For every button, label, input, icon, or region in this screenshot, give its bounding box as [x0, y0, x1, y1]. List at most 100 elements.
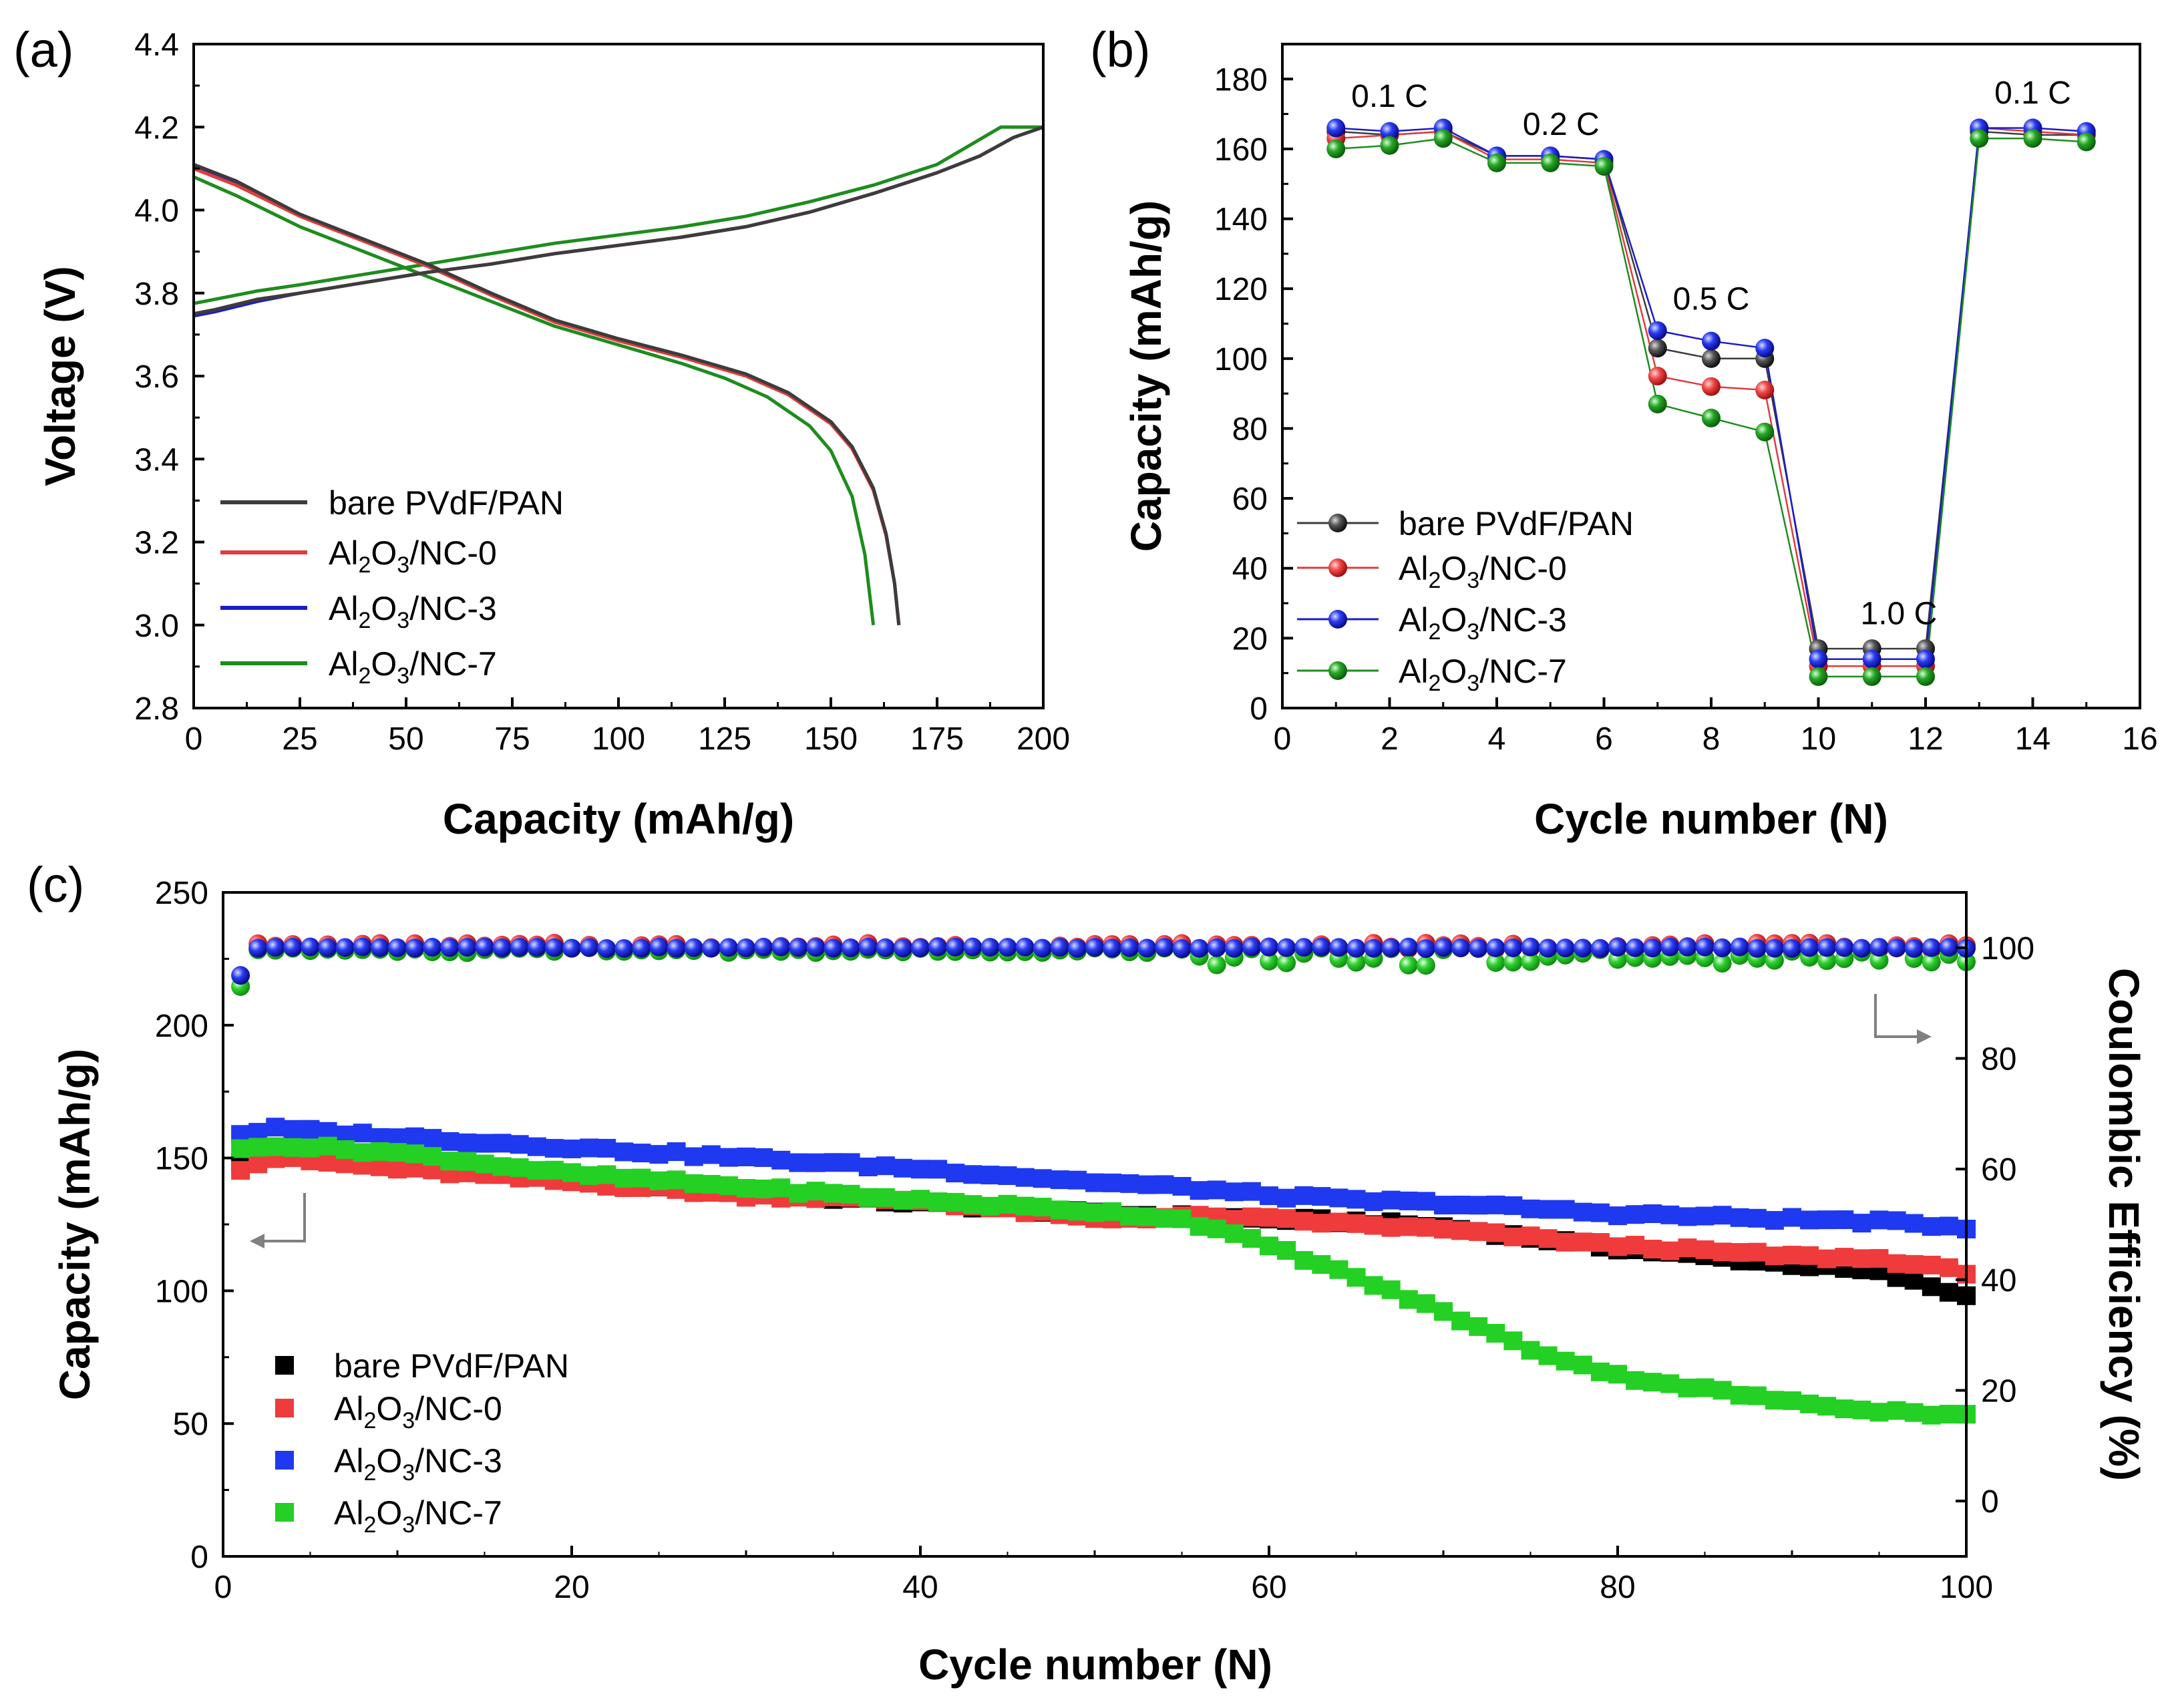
series-al2o3-nc-7-point [911, 1190, 930, 1209]
series-al2o3-nc-3-point [1916, 649, 1935, 669]
panel-c-frame [222, 891, 1968, 1558]
series-al2o3-nc-7-point [2023, 129, 2042, 148]
series-al2o3-nc-0-point [1277, 1209, 1296, 1228]
series-al2o3-nc-3-point [1904, 1214, 1924, 1233]
legend-label-nc3-c: Al2O3/NC-3 [334, 1442, 502, 1486]
efficiency-al2o3-nc-3-point [1783, 938, 1801, 958]
legend-label-nc7-c: Al2O3/NC-7 [334, 1494, 502, 1538]
series-al2o3-nc-7-point [1120, 1206, 1139, 1226]
series-al2o3-nc-7-point [1809, 667, 1828, 686]
efficiency-al2o3-nc-3-point [440, 938, 460, 957]
series-al2o3-nc-7-point [789, 1184, 808, 1203]
efficiency-al2o3-nc-3-point [876, 938, 895, 957]
series-al2o3-nc-3-point [632, 1144, 651, 1163]
panel-c-y2tick-label: 0 [1981, 1484, 1999, 1520]
efficiency-al2o3-nc-3-point [1626, 938, 1645, 957]
series-al2o3-nc-3-point [1207, 1180, 1226, 1200]
series-al2o3-nc-7-point [1312, 1255, 1331, 1274]
panel-a: (a) 0 25 50 75 100 125 150 175 200 2.8 3.0 3.2 3.4 3.… [13, 22, 1070, 843]
right-axis-arrowhead [1917, 1029, 1932, 1044]
panel-a-xtick-label: 25 [282, 721, 317, 757]
efficiency-al2o3-nc-3-point [544, 938, 564, 957]
series-al2o3-nc-7-point [1765, 1391, 1784, 1410]
series-al2o3-nc-3-point [1538, 1200, 1558, 1219]
series-al2o3-nc-7-point [1155, 1209, 1174, 1228]
efficiency-al2o3-nc-7-point [1712, 954, 1732, 973]
series-al2o3-nc-0-point [1648, 367, 1667, 385]
series-al2o3-nc-7-point [1067, 1202, 1087, 1221]
panel-b: (b) 0 2 4 6 8 10 12 14 1602040608010012014016018… [1090, 22, 2158, 843]
series-al2o3-nc-7-point [1380, 136, 1399, 155]
series-al2o3-nc-3-point [1224, 1182, 1244, 1202]
panel-b-xtick-label: 2 [1381, 721, 1399, 757]
series-al2o3-nc-7-point [1326, 139, 1346, 158]
series-al2o3-nc-3-point [1120, 1174, 1139, 1193]
efficiency-al2o3-nc-3-point [1904, 938, 1924, 958]
series-al2o3-nc-7-point [1469, 1317, 1488, 1336]
series-al2o3-nc-7-point [1207, 1219, 1226, 1238]
rate-annotation: 0.1 C [1994, 75, 2071, 111]
efficiency-al2o3-nc-3-point [1573, 938, 1592, 958]
series-al2o3-nc-7-point [667, 1170, 686, 1190]
panel-c-y2tick-label: 100 [1981, 931, 2034, 967]
efficiency-al2o3-nc-3-point [737, 938, 755, 957]
series-al2o3-nc-7-point [1862, 667, 1881, 686]
efficiency-al2o3-nc-3-point [1416, 939, 1435, 959]
panel-b-ytick-label: 180 [1214, 62, 1268, 98]
efficiency-al2o3-nc-3-point [719, 938, 738, 957]
series-al2o3-nc-0-point [1678, 1238, 1697, 1258]
series-al2o3-nc-3-point [301, 1120, 320, 1139]
series-al2o3-nc-0-point [1260, 1208, 1278, 1227]
efficiency-al2o3-nc-3-point [649, 937, 669, 957]
series-al2o3-nc-7-point [1939, 1405, 1958, 1424]
efficiency-al2o3-nc-3-point [231, 966, 250, 985]
efficiency-al2o3-nc-3-point [1120, 938, 1139, 957]
legend-label-bare: bare PVdF/PAN [329, 484, 564, 522]
panel-c-xtick-label: 40 [902, 1570, 938, 1605]
series-al2o3-nc-0-point [1294, 1212, 1314, 1231]
efficiency-al2o3-nc-3-point [510, 938, 529, 957]
efficiency-al2o3-nc-3-point [1451, 938, 1471, 958]
efficiency-al2o3-nc-3-point [1312, 937, 1331, 957]
series-al2o3-nc-7-point [1678, 1378, 1697, 1397]
efficiency-al2o3-nc-3-point [1364, 938, 1383, 958]
panel-a-ytick-label: 3.2 [134, 526, 179, 561]
series-al2o3-nc-3-point [1503, 1196, 1523, 1215]
series-al2o3-nc-3-point [1364, 1192, 1383, 1211]
efficiency-al2o3-nc-3-point [1835, 938, 1854, 957]
panel-a-ytick-label: 3.6 [134, 359, 179, 395]
series-al2o3-nc-3-point [1050, 1170, 1069, 1190]
series-al2o3-nc-0-point [1242, 1207, 1261, 1226]
efficiency-al2o3-nc-3-point [1033, 938, 1052, 958]
series-al2o3-nc-0-point [1556, 1232, 1575, 1252]
panel-b-legend: bare PVdF/PAN Al2O3/NC-0 Al2O3/NC-3 Al2O… [1297, 505, 1634, 696]
efficiency-al2o3-nc-3-point [946, 937, 965, 957]
series-al2o3-nc-0-point [1835, 1248, 1854, 1267]
series-al2o3-nc-7-point [231, 1139, 250, 1158]
efficiency-al2o3-nc-3-point [1207, 938, 1226, 957]
series-al2o3-nc-7-point [1755, 422, 1775, 442]
efficiency-al2o3-nc-3-point [1712, 938, 1732, 958]
series-al2o3-nc-0-point [1590, 1233, 1610, 1252]
series-al2o3-nc-7-point [824, 1184, 843, 1203]
panel-a-xtick-label: 50 [388, 721, 423, 757]
series-bare-pvdf-pan-point [1939, 1283, 1958, 1302]
series-al2o3-nc-3-point [1695, 1206, 1715, 1226]
series-al2o3-nc-3-point [1085, 1173, 1104, 1192]
efficiency-al2o3-nc-3-point [1381, 938, 1401, 957]
series-al2o3-nc-3-point [946, 1164, 965, 1183]
efficiency-al2o3-nc-3-point [1922, 938, 1941, 957]
series-al2o3-nc-7-point [1224, 1224, 1244, 1243]
efficiency-al2o3-nc-3-point [1260, 937, 1278, 957]
series-al2o3-nc-7-point [510, 1158, 529, 1178]
series-al2o3-nc-7-charge-line [193, 125, 1043, 305]
series-al2o3-nc-7-point [1869, 1403, 1889, 1422]
efficiency-al2o3-nc-3-point [754, 937, 773, 957]
efficiency-al2o3-nc-3-point [632, 938, 651, 958]
panel-b-xtick-label: 4 [1488, 721, 1506, 757]
series-al2o3-nc-3-point [510, 1135, 529, 1154]
series-al2o3-nc-3-point [1015, 1168, 1035, 1187]
series-al2o3-nc-0-point [1765, 1246, 1784, 1266]
efficiency-al2o3-nc-3-point [928, 937, 948, 957]
efficiency-al2o3-nc-3-point [806, 938, 826, 957]
